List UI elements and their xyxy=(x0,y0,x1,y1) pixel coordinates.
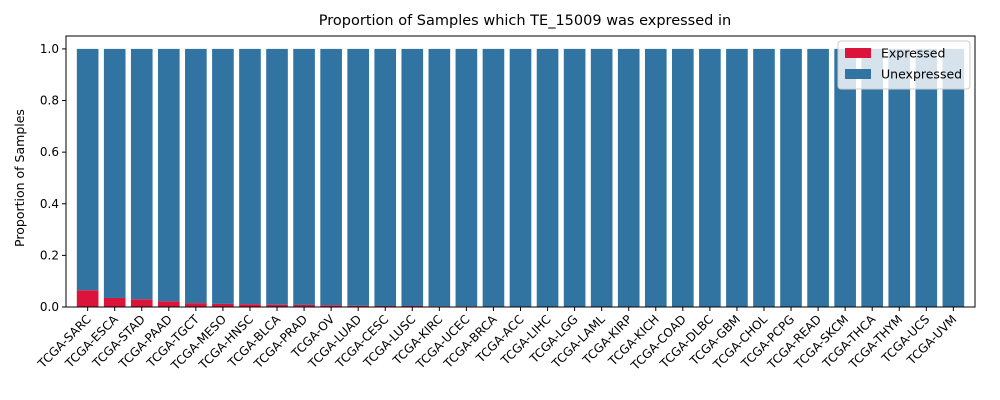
bar-unexpressed-tcga-lihc xyxy=(536,48,559,308)
bar-unexpressed-tcga-read xyxy=(807,48,829,308)
legend-label-unexpressed: Unexpressed xyxy=(881,67,962,82)
bar-expressed-tcga-stad xyxy=(130,299,153,307)
bar-unexpressed-tcga-gbm xyxy=(726,48,748,308)
bar-unexpressed-tcga-dlbc xyxy=(699,48,721,308)
bar-expressed-tcga-sarc xyxy=(76,290,99,307)
y-tick-label: 0.2 xyxy=(40,248,59,262)
bar-unexpressed-tcga-tgct xyxy=(185,48,207,304)
y-tick-label: 0.0 xyxy=(40,300,59,314)
bar-unexpressed-tcga-cesc xyxy=(374,48,397,306)
bar-unexpressed-tcga-sarc xyxy=(76,48,99,291)
bar-unexpressed-tcga-pcpg xyxy=(780,48,802,308)
bar-expressed-tcga-prad xyxy=(293,304,315,307)
bar-expressed-tcga-ov xyxy=(320,305,342,307)
bar-expressed-tcga-meso xyxy=(212,303,234,307)
bar-expressed-tcga-esca xyxy=(103,297,126,307)
bar-unexpressed-tcga-prad xyxy=(293,48,315,305)
bar-expressed-tcga-lusc xyxy=(401,305,424,307)
bar-unexpressed-tcga-chol xyxy=(753,48,775,308)
bar-unexpressed-tcga-kirp xyxy=(617,48,640,308)
bar-unexpressed-tcga-lusc xyxy=(401,48,424,306)
bar-unexpressed-tcga-meso xyxy=(212,48,234,304)
bar-unexpressed-tcga-laml xyxy=(590,48,613,308)
bar-unexpressed-tcga-skcm xyxy=(834,48,856,308)
bar-unexpressed-tcga-thca xyxy=(861,48,884,308)
bar-expressed-tcga-tgct xyxy=(185,303,207,307)
bar-unexpressed-tcga-acc xyxy=(509,48,532,308)
bar-unexpressed-tcga-uvm xyxy=(942,48,965,308)
bar-unexpressed-tcga-esca xyxy=(103,48,126,298)
bar-expressed-tcga-luad xyxy=(347,305,369,307)
bar-expressed-tcga-paad xyxy=(157,301,180,307)
y-tick-label: 1.0 xyxy=(40,42,59,56)
bar-unexpressed-tcga-ucec xyxy=(455,48,478,307)
y-tick-label: 0.4 xyxy=(40,197,59,211)
bar-expressed-tcga-hnsc xyxy=(239,304,261,307)
bar-unexpressed-tcga-kich xyxy=(644,48,667,308)
legend-swatch-unexpressed xyxy=(845,69,871,79)
bar-unexpressed-tcga-hnsc xyxy=(239,48,261,305)
chart-title: Proportion of Samples which TE_15009 was… xyxy=(319,13,731,29)
bar-unexpressed-tcga-luad xyxy=(347,48,369,306)
bar-expressed-tcga-blca xyxy=(266,304,288,307)
bar-unexpressed-tcga-blca xyxy=(266,48,288,305)
bar-unexpressed-tcga-brca xyxy=(482,48,505,307)
bar-expressed-tcga-cesc xyxy=(374,305,397,307)
bar-unexpressed-tcga-ucs xyxy=(915,48,938,308)
bar-unexpressed-tcga-lgg xyxy=(563,48,586,308)
bar-unexpressed-tcga-coad xyxy=(672,48,694,308)
legend-swatch-expressed xyxy=(845,48,871,58)
legend-label-expressed: Expressed xyxy=(881,46,945,61)
bar-unexpressed-tcga-stad xyxy=(130,48,153,300)
bar-unexpressed-tcga-thym xyxy=(888,48,911,308)
bar-unexpressed-tcga-kirc xyxy=(428,48,451,307)
legend: Expressed Unexpressed xyxy=(837,40,971,90)
y-tick-label: 0.6 xyxy=(40,145,59,159)
plot-area: 0.00.20.40.60.81.0TCGA-SARCTCGA-ESCATCGA… xyxy=(35,35,976,373)
bar-unexpressed-tcga-paad xyxy=(157,48,180,302)
y-axis-label: Proportion of Samples xyxy=(12,109,27,247)
bar-unexpressed-tcga-ov xyxy=(320,48,342,306)
y-tick-label: 0.8 xyxy=(40,94,59,108)
